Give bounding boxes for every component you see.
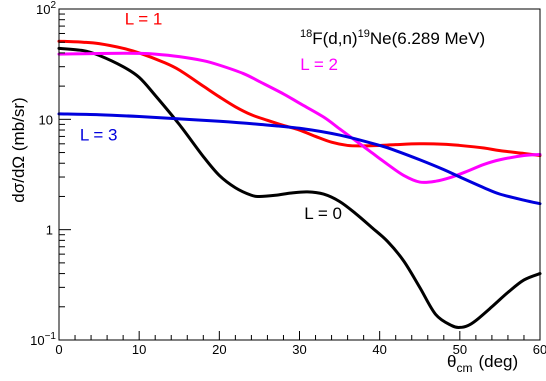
reaction-mass-b: 19: [358, 28, 370, 40]
reaction-mass-a: 18: [300, 28, 312, 40]
y-tick-label: 1: [46, 223, 53, 238]
y-tick-label: 10: [39, 112, 53, 127]
x-tick-label: 40: [372, 342, 386, 357]
y-axis-title: dσ/dΩ (mb/sr): [9, 97, 28, 202]
reaction-product: Ne(6.289 MeV): [370, 29, 485, 48]
series-labels-layer: L = 1 L = 2 L = 3 L = 0: [80, 10, 342, 223]
x-tick-label: 60: [533, 342, 546, 357]
x-tick-label: 0: [55, 342, 62, 357]
series-label-l3: L = 3: [80, 126, 118, 145]
series-line-l2: [57, 51, 542, 184]
series-label-l1: L = 1: [125, 10, 163, 29]
series-line-l0: [57, 46, 542, 329]
series-label-l2: L = 2: [300, 55, 338, 74]
x-axis-unit: (deg): [478, 352, 518, 371]
x-axis: 0 10 20 30 40 50 60: [55, 331, 546, 357]
reaction-target: F(d,n): [312, 29, 357, 48]
x-tick-label: 10: [132, 342, 146, 357]
series-label-l0: L = 0: [304, 204, 342, 223]
reaction-annotation: 18F(d,n)19Ne(6.289 MeV): [300, 28, 485, 48]
x-axis-title: θcm (deg): [447, 352, 518, 375]
x-axis-symbol: θ: [447, 352, 456, 371]
x-tick-label: 30: [292, 342, 306, 357]
x-axis-subscript: cm: [456, 361, 472, 375]
y-tick-label: 10−1: [30, 331, 56, 348]
y-tick-label: 102: [36, 0, 56, 17]
curves-layer: [57, 39, 542, 329]
x-tick-label: 50: [453, 342, 467, 357]
series-line-l3: [57, 112, 542, 206]
series-line-l1: [57, 39, 542, 158]
y-axis: 10−1 1 10 102: [30, 0, 71, 348]
x-tick-label: 20: [212, 342, 226, 357]
